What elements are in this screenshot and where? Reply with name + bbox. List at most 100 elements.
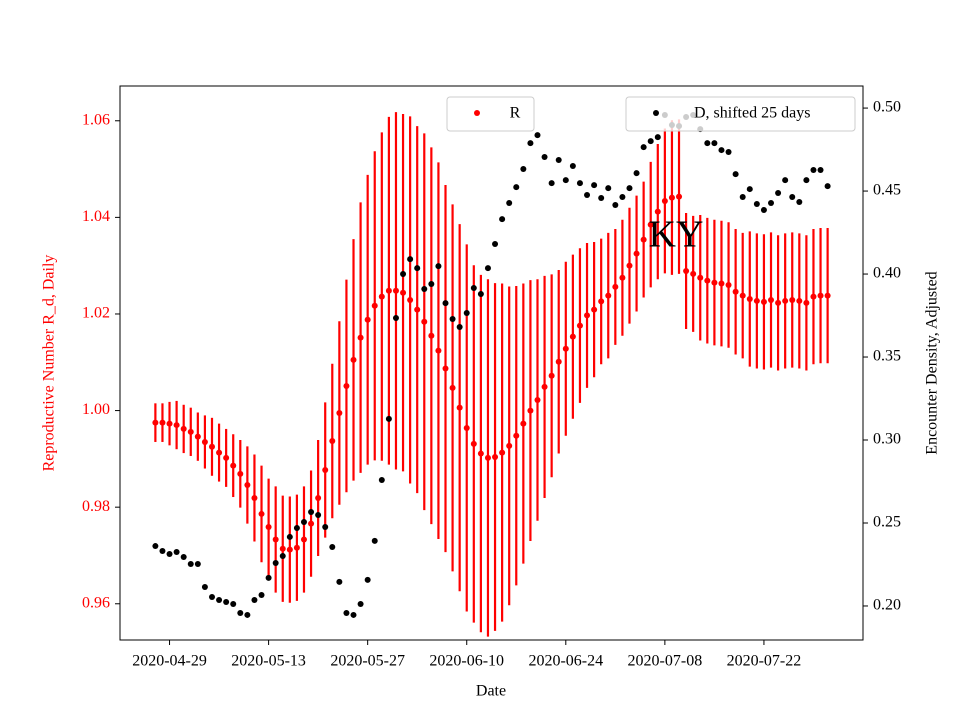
- point: [477, 290, 484, 297]
- point: [456, 404, 463, 411]
- point: [605, 185, 612, 192]
- point: [499, 449, 506, 456]
- legend-box: [625, 96, 856, 132]
- point: [258, 510, 265, 517]
- point: [272, 536, 279, 543]
- point: [789, 296, 796, 303]
- point: [414, 265, 421, 272]
- point: [484, 265, 491, 272]
- point: [753, 201, 760, 208]
- point: [619, 194, 626, 201]
- point: [223, 598, 230, 605]
- point: [668, 194, 675, 201]
- y2-axis-label: Encounter Density, Adjusted: [924, 271, 941, 454]
- point: [732, 288, 739, 295]
- point: [300, 518, 307, 525]
- point: [322, 523, 329, 530]
- point: [166, 551, 173, 558]
- point: [329, 544, 336, 551]
- point: [576, 180, 583, 187]
- point: [527, 407, 534, 414]
- point: [286, 533, 293, 540]
- point: [760, 206, 767, 213]
- point: [152, 419, 159, 426]
- point: [534, 396, 541, 403]
- point: [435, 347, 442, 354]
- legend-label: D, shifted 25 days: [694, 105, 810, 122]
- point: [612, 201, 619, 208]
- point: [640, 236, 647, 243]
- point: [463, 310, 470, 317]
- point: [449, 316, 456, 323]
- y-tick-label: 0.98: [82, 498, 110, 515]
- point: [612, 283, 619, 290]
- point: [633, 170, 640, 177]
- point: [484, 454, 491, 461]
- point: [548, 180, 555, 187]
- y-tick-label: 1.02: [82, 305, 110, 322]
- point: [173, 549, 180, 556]
- point: [152, 543, 159, 550]
- point: [499, 216, 506, 223]
- point: [739, 292, 746, 299]
- x-tick-label: 2020-04-29: [132, 653, 207, 670]
- point: [598, 195, 605, 202]
- point: [208, 443, 215, 450]
- point: [293, 544, 300, 551]
- point: [704, 140, 711, 147]
- y2-tick-label: 0.25: [873, 514, 901, 531]
- point: [265, 574, 272, 581]
- point: [626, 262, 633, 269]
- point: [562, 345, 569, 352]
- point: [456, 323, 463, 330]
- point: [520, 165, 527, 172]
- point: [584, 192, 591, 199]
- point: [407, 256, 414, 263]
- point: [647, 221, 654, 228]
- point: [555, 157, 562, 164]
- point: [258, 592, 265, 599]
- point: [407, 296, 414, 303]
- point: [654, 208, 661, 215]
- point: [633, 250, 640, 257]
- point: [230, 462, 237, 469]
- point: [718, 147, 725, 154]
- x-tick-label: 2020-05-13: [231, 653, 306, 670]
- point: [223, 454, 230, 461]
- y2-tick-label: 0.45: [873, 182, 901, 199]
- y-axis-label: Reproductive Number R_d, Daily: [41, 255, 58, 472]
- point: [746, 186, 753, 193]
- point: [414, 306, 421, 313]
- point: [421, 285, 428, 292]
- point: [555, 358, 562, 365]
- point: [244, 481, 251, 488]
- point: [166, 420, 173, 427]
- point: [527, 140, 534, 147]
- point: [385, 287, 392, 294]
- point: [180, 554, 187, 561]
- point: [251, 597, 258, 604]
- point: [315, 512, 322, 519]
- x-tick-label: 2020-06-10: [429, 653, 504, 670]
- point: [279, 545, 286, 552]
- point: [400, 271, 407, 278]
- point: [626, 185, 633, 192]
- point: [676, 193, 683, 200]
- point: [492, 453, 499, 460]
- point: [506, 200, 513, 207]
- point: [300, 536, 307, 543]
- y-tick-label: 1.06: [82, 111, 110, 128]
- point: [315, 494, 322, 501]
- legend-marker: [653, 110, 659, 116]
- point: [647, 138, 654, 145]
- point: [775, 190, 782, 197]
- y-tick-label: 1.04: [82, 208, 110, 225]
- point: [187, 560, 194, 567]
- point: [442, 300, 449, 307]
- point: [428, 332, 435, 339]
- point: [591, 182, 598, 189]
- point: [534, 132, 541, 139]
- point: [782, 177, 789, 184]
- point: [569, 333, 576, 340]
